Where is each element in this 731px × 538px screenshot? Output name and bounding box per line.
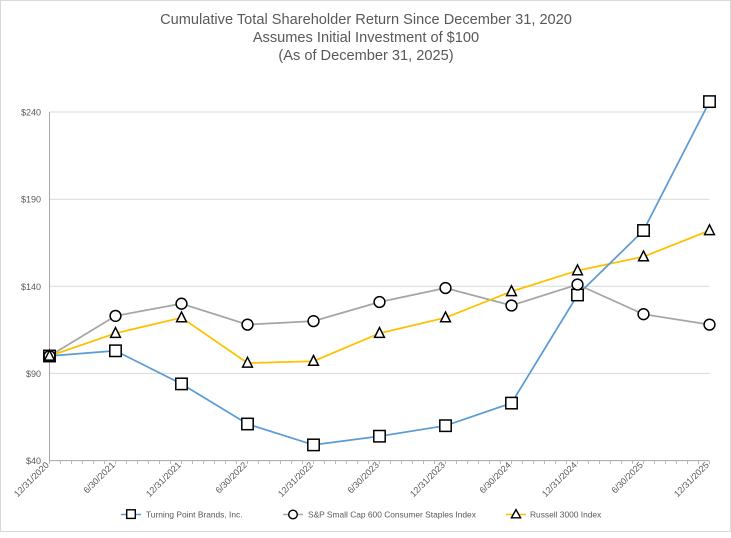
- svg-text:$140: $140: [21, 282, 41, 292]
- svg-text:$240: $240: [21, 108, 41, 118]
- svg-text:(As of December 31, 2025): (As of December 31, 2025): [278, 48, 453, 64]
- svg-text:12/31/2025: 12/31/2025: [672, 460, 711, 499]
- svg-text:12/31/2022: 12/31/2022: [276, 460, 315, 499]
- svg-text:$190: $190: [21, 195, 41, 205]
- svg-text:12/31/2021: 12/31/2021: [144, 460, 183, 499]
- svg-text:Turning Point Brands, Inc.: Turning Point Brands, Inc.: [146, 509, 243, 519]
- svg-text:12/31/2023: 12/31/2023: [408, 460, 447, 499]
- svg-text:6/30/2023: 6/30/2023: [346, 460, 381, 495]
- svg-text:$90: $90: [26, 369, 41, 379]
- svg-text:12/31/2024: 12/31/2024: [540, 460, 579, 499]
- svg-text:Cumulative Total Shareholder R: Cumulative Total Shareholder Return Sinc…: [160, 12, 572, 28]
- svg-text:Assumes Initial Investment of: Assumes Initial Investment of $100: [253, 30, 479, 46]
- svg-text:S&P Small Cap 600 Consumer Sta: S&P Small Cap 600 Consumer Staples Index: [308, 509, 477, 519]
- svg-text:6/30/2022: 6/30/2022: [214, 460, 249, 495]
- svg-text:Russell 3000 Index: Russell 3000 Index: [530, 509, 602, 519]
- svg-text:6/30/2021: 6/30/2021: [82, 460, 117, 495]
- svg-text:6/30/2025: 6/30/2025: [610, 460, 645, 495]
- svg-text:6/30/2024: 6/30/2024: [478, 460, 513, 495]
